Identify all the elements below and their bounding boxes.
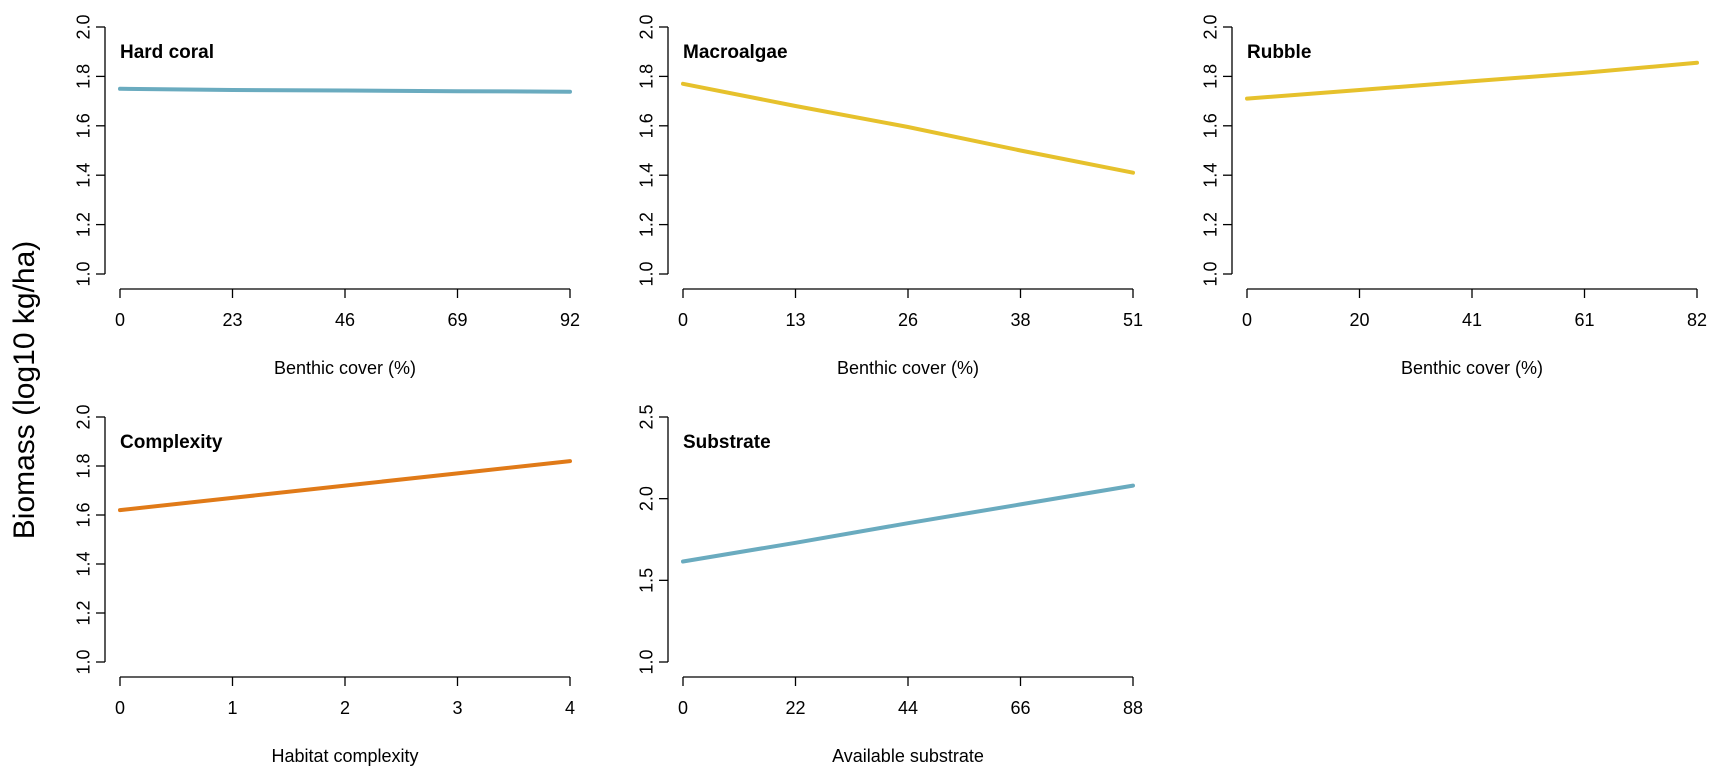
complexity-y-tick-label: 1.4 (73, 551, 93, 576)
substrate-y-tick-label: 2.0 (636, 486, 656, 511)
hard-coral-panel-title: Hard coral (120, 42, 214, 63)
complexity-panel-title: Complexity (120, 432, 223, 453)
substrate-panel-title: Substrate (683, 432, 771, 453)
macroalgae-trend-line (681, 81, 1135, 175)
substrate-x-tick-label: 66 (1010, 698, 1030, 718)
macroalgae-y-tick-label: 1.6 (636, 113, 656, 138)
macroalgae-x-tick-label: 38 (1010, 310, 1030, 330)
rubble-y-tick-label: 1.8 (1200, 64, 1220, 89)
macroalgae-x-tick-label: 26 (898, 310, 918, 330)
complexity-x-tick-label: 3 (452, 698, 462, 718)
shared-y-axis-title: Biomass (log10 kg/ha) (8, 241, 41, 539)
macroalgae-y-tick-label: 2.0 (636, 14, 656, 39)
hard-coral-y-tick-label: 1.4 (73, 163, 93, 188)
macroalgae-x-axis-title: Benthic cover (%) (837, 358, 979, 378)
substrate-x-tick-label: 44 (898, 698, 918, 718)
rubble-y-tick-label: 1.0 (1200, 261, 1220, 286)
substrate-x-tick-label: 22 (785, 698, 805, 718)
hard-coral-x-tick-label: 23 (222, 310, 242, 330)
complexity-x-tick-label: 0 (115, 698, 125, 718)
complexity-x-axis-title: Habitat complexity (271, 746, 418, 766)
substrate-x-axis-title: Available substrate (832, 746, 984, 766)
hard-coral-x-tick-label: 46 (335, 310, 355, 330)
hard-coral-y-tick-label: 1.2 (73, 212, 93, 237)
rubble-y-tick-label: 1.4 (1200, 163, 1220, 188)
macroalgae-x-tick-label: 0 (678, 310, 688, 330)
complexity-y-tick-label: 2.0 (73, 404, 93, 429)
rubble-x-tick-label: 41 (1462, 310, 1482, 330)
hard-coral-y-tick-label: 2.0 (73, 14, 93, 39)
hard-coral-x-tick-label: 69 (447, 310, 467, 330)
rubble-y-tick-label: 1.2 (1200, 212, 1220, 237)
complexity-panel: 1.0 1.2 1.4 1.6 1.8 2.0 0 1 2 3 4 Habitat complexit… (73, 404, 575, 766)
complexity-trend-line (118, 459, 572, 513)
complexity-y-tick-label: 1.0 (73, 649, 93, 674)
rubble-x-tick-label: 61 (1574, 310, 1594, 330)
complexity-x-tick-label: 4 (565, 698, 575, 718)
substrate-trend-line (681, 483, 1135, 564)
substrate-x-tick-label: 0 (678, 698, 688, 718)
macroalgae-panel: 1.0 1.2 1.4 1.6 1.8 2.0 0 13 26 38 51 Benthic cover… (636, 14, 1143, 378)
rubble-y-tick-label: 1.6 (1200, 113, 1220, 138)
macroalgae-y-tick-label: 1.0 (636, 261, 656, 286)
substrate-x-tick-label: 88 (1123, 698, 1143, 718)
complexity-x-tick-label: 2 (340, 698, 350, 718)
hard-coral-panel: 1.0 1.2 1.4 1.6 1.8 2.0 0 23 46 69 92 Benthic cover… (73, 14, 580, 378)
hard-coral-trend-line (118, 86, 572, 94)
substrate-y-tick-label: 1.5 (636, 568, 656, 593)
macroalgae-y-tick-label: 1.8 (636, 64, 656, 89)
macroalgae-x-tick-label: 13 (785, 310, 805, 330)
macroalgae-y-tick-label: 1.2 (636, 212, 656, 237)
rubble-x-axis-title: Benthic cover (%) (1401, 358, 1543, 378)
hard-coral-y-tick-label: 1.6 (73, 113, 93, 138)
substrate-y-tick-label: 1.0 (636, 649, 656, 674)
substrate-panel: 1.0 1.5 2.0 2.5 0 22 44 66 88 Available substrate… (636, 404, 1143, 766)
rubble-panel: 1.0 1.2 1.4 1.6 1.8 2.0 0 20 41 61 82 Benthic cover… (1200, 14, 1707, 378)
macroalgae-panel-title: Macroalgae (683, 42, 788, 63)
rubble-y-tick-label: 2.0 (1200, 14, 1220, 39)
substrate-y-tick-label: 2.5 (636, 404, 656, 429)
hard-coral-x-tick-label: 0 (115, 310, 125, 330)
rubble-x-tick-label: 20 (1349, 310, 1369, 330)
complexity-x-tick-label: 1 (227, 698, 237, 718)
hard-coral-x-tick-label: 92 (560, 310, 580, 330)
hard-coral-y-tick-label: 1.0 (73, 261, 93, 286)
complexity-y-tick-label: 1.6 (73, 502, 93, 527)
macroalgae-y-tick-label: 1.4 (636, 163, 656, 188)
rubble-trend-line (1245, 60, 1699, 101)
complexity-y-tick-label: 1.8 (73, 453, 93, 478)
macroalgae-x-tick-label: 51 (1123, 310, 1143, 330)
rubble-x-tick-label: 0 (1242, 310, 1252, 330)
rubble-panel-title: Rubble (1247, 42, 1311, 63)
rubble-x-tick-label: 82 (1687, 310, 1707, 330)
hard-coral-y-tick-label: 1.8 (73, 64, 93, 89)
complexity-y-tick-label: 1.2 (73, 600, 93, 625)
hard-coral-x-axis-title: Benthic cover (%) (274, 358, 416, 378)
